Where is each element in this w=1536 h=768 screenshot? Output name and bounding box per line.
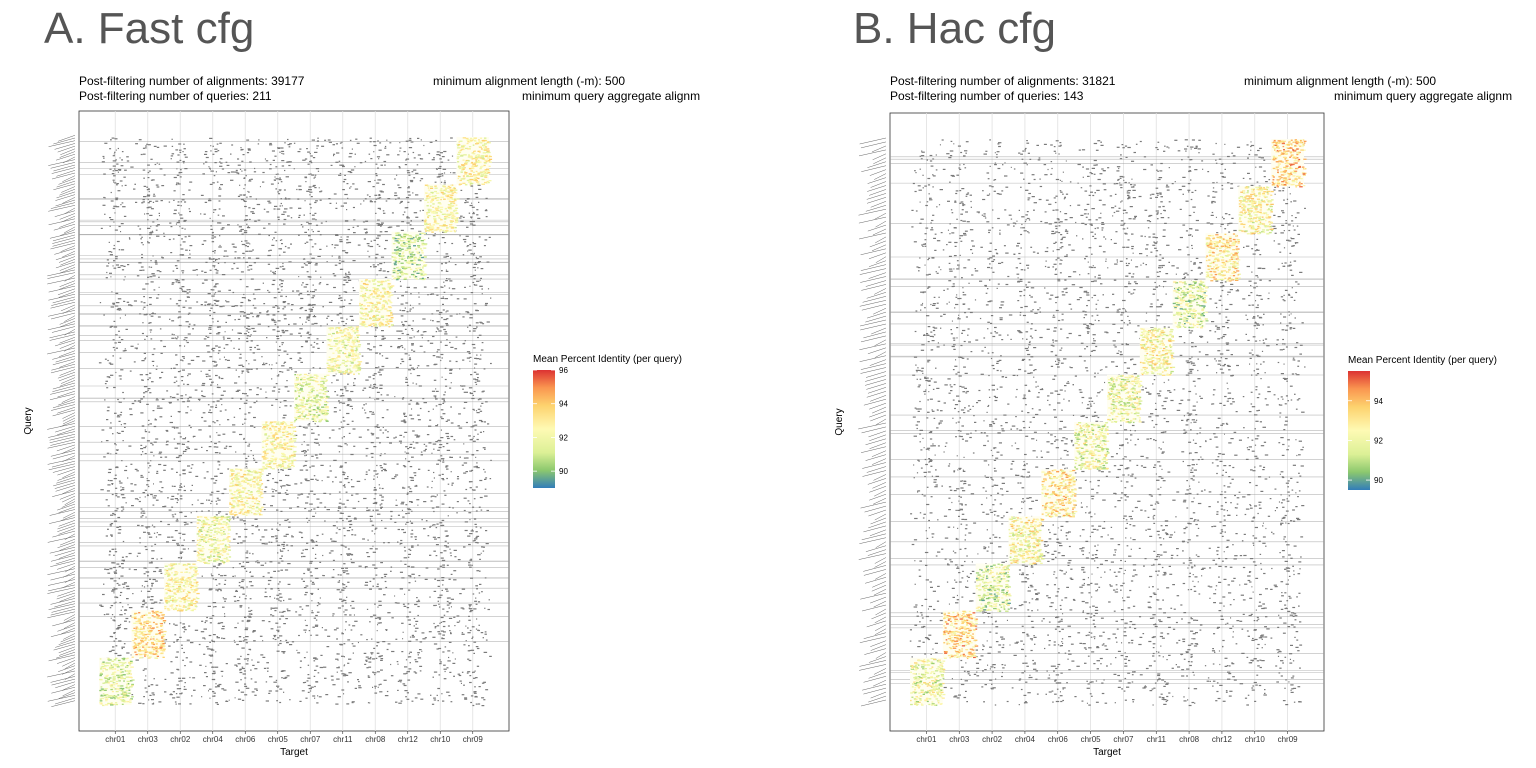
alignment-count-label: Post-filtering number of alignments: 318… — [890, 74, 1116, 88]
query-count-label: Post-filtering number of queries: 211 — [79, 89, 272, 103]
alignment-count-label: Post-filtering number of alignments: 391… — [79, 74, 305, 88]
diagonal-block-chr03 — [942, 610, 979, 660]
query-tick-labels — [47, 135, 76, 707]
legend-tick-label: 94 — [1374, 397, 1383, 406]
min-query-aggregate-label: minimum query aggregate alignm — [522, 89, 701, 103]
x-tick-label: chr09 — [1278, 735, 1299, 744]
legend-tick-label: 96 — [559, 366, 568, 375]
x-tick-label: chr01 — [105, 735, 126, 744]
x-tick-label: chr02 — [170, 735, 191, 744]
panel-title: A. Fast cfg — [44, 4, 255, 53]
identity-legend: Mean Percent Identity (per query) 90 92 94 — [1348, 355, 1497, 490]
x-tick-label: chr04 — [203, 735, 224, 744]
x-tick-label: chr07 — [1113, 735, 1134, 744]
legend-tick-label: 94 — [559, 400, 568, 409]
x-tick-label: chr08 — [1179, 735, 1200, 744]
diagonal-block-chr02 — [164, 563, 200, 612]
diagonal-block-chr01 — [99, 657, 135, 707]
diagonal-block-chr04 — [196, 515, 232, 565]
query-count-label: Post-filtering number of queries: 143 — [890, 89, 1084, 103]
vertical-gridlines — [114, 111, 474, 731]
x-tick-label: chr04 — [1015, 735, 1036, 744]
y-axis-label: Query — [23, 407, 34, 434]
x-tick-label: chr02 — [982, 735, 1003, 744]
diagonal-block-chr11 — [326, 326, 363, 375]
diagonal-block-chr03 — [131, 610, 167, 659]
legend-tick-label: 90 — [559, 467, 568, 476]
query-tick-labels — [858, 137, 887, 707]
diagonal-block-chr06 — [229, 468, 264, 517]
diagonal-block-chr12 — [391, 231, 428, 281]
x-tick-label: chr12 — [1212, 735, 1233, 744]
diagonal-block-chr05 — [261, 421, 297, 470]
dotplot-chart: chr01 chr03 chr02 chr04 chr06 chr05 chr07 chr11… — [23, 110, 682, 758]
diagonal-block-chr09 — [1271, 139, 1307, 188]
diagonal-block-chr08 — [359, 279, 395, 328]
x-tick-label: chr08 — [365, 735, 386, 744]
diagonal-block-chr01 — [910, 657, 946, 706]
diagonal-block-chr02 — [975, 563, 1012, 612]
legend-tick-label: 92 — [1374, 436, 1383, 445]
x-tick-label: chr09 — [463, 735, 484, 744]
diagonal-block-chr04 — [1008, 516, 1045, 565]
x-tick-label: chr07 — [300, 735, 321, 744]
x-tick-label: chr10 — [430, 735, 451, 744]
x-tick-label: chr06 — [235, 735, 256, 744]
y-axis-label: Query — [834, 408, 845, 435]
diagonal-block-chr05 — [1074, 422, 1110, 470]
diagonal-block-chr07 — [294, 373, 330, 423]
x-tick-label: chr03 — [949, 735, 970, 744]
legend-colorbar — [1348, 371, 1370, 490]
x-axis-label: Target — [1093, 747, 1121, 758]
identity-legend: Mean Percent Identity (per query) 90 92 94 9… — [533, 354, 682, 488]
diagonal-block-chr10 — [424, 184, 460, 233]
x-tick-label: chr05 — [268, 735, 289, 744]
x-tick-label: chr05 — [1081, 735, 1102, 744]
legend-title: Mean Percent Identity (per query) — [533, 354, 682, 365]
min-query-aggregate-label: minimum query aggregate alignm — [1334, 89, 1513, 103]
x-tick-label: chr12 — [398, 735, 419, 744]
legend-colorbar — [533, 370, 555, 488]
diagonal-block-chr09 — [456, 137, 493, 186]
diagonal-block-chr06 — [1041, 469, 1078, 518]
dotplot-chart: chr01 chr03 chr02 chr04 chr06 chr05 chr07 chr11… — [834, 112, 1497, 758]
x-axis-label: Target — [280, 747, 308, 758]
diagonal-block-chr07 — [1107, 374, 1143, 424]
legend-tick-label: 90 — [1374, 476, 1383, 485]
panel-hac-cfg: B. Hac cfg Post-filtering number of alig… — [810, 0, 1536, 768]
min-alignment-length-label: minimum alignment length (-m): 500 — [433, 74, 626, 88]
diagonal-block-chr10 — [1238, 186, 1274, 235]
query-gridlines — [890, 156, 1324, 684]
diagonal-block-chr12 — [1205, 233, 1241, 282]
x-tick-label: chr10 — [1245, 735, 1266, 744]
min-alignment-length-label: minimum alignment length (-m): 500 — [1244, 74, 1437, 88]
panel-title: B. Hac cfg — [853, 4, 1056, 53]
x-tick-label: chr11 — [333, 735, 353, 744]
legend-tick-label: 92 — [559, 433, 568, 442]
x-tick-label: chr01 — [916, 735, 937, 744]
diagonal-block-chr11 — [1139, 327, 1176, 376]
x-tick-label: chr03 — [138, 735, 159, 744]
panel-fast-cfg: A. Fast cfg Post-filtering number of ali… — [23, 4, 701, 758]
diagonal-block-chr08 — [1172, 280, 1209, 329]
x-tick-label: chr11 — [1147, 735, 1167, 744]
x-tick-label: chr06 — [1048, 735, 1069, 744]
legend-title: Mean Percent Identity (per query) — [1348, 355, 1497, 366]
